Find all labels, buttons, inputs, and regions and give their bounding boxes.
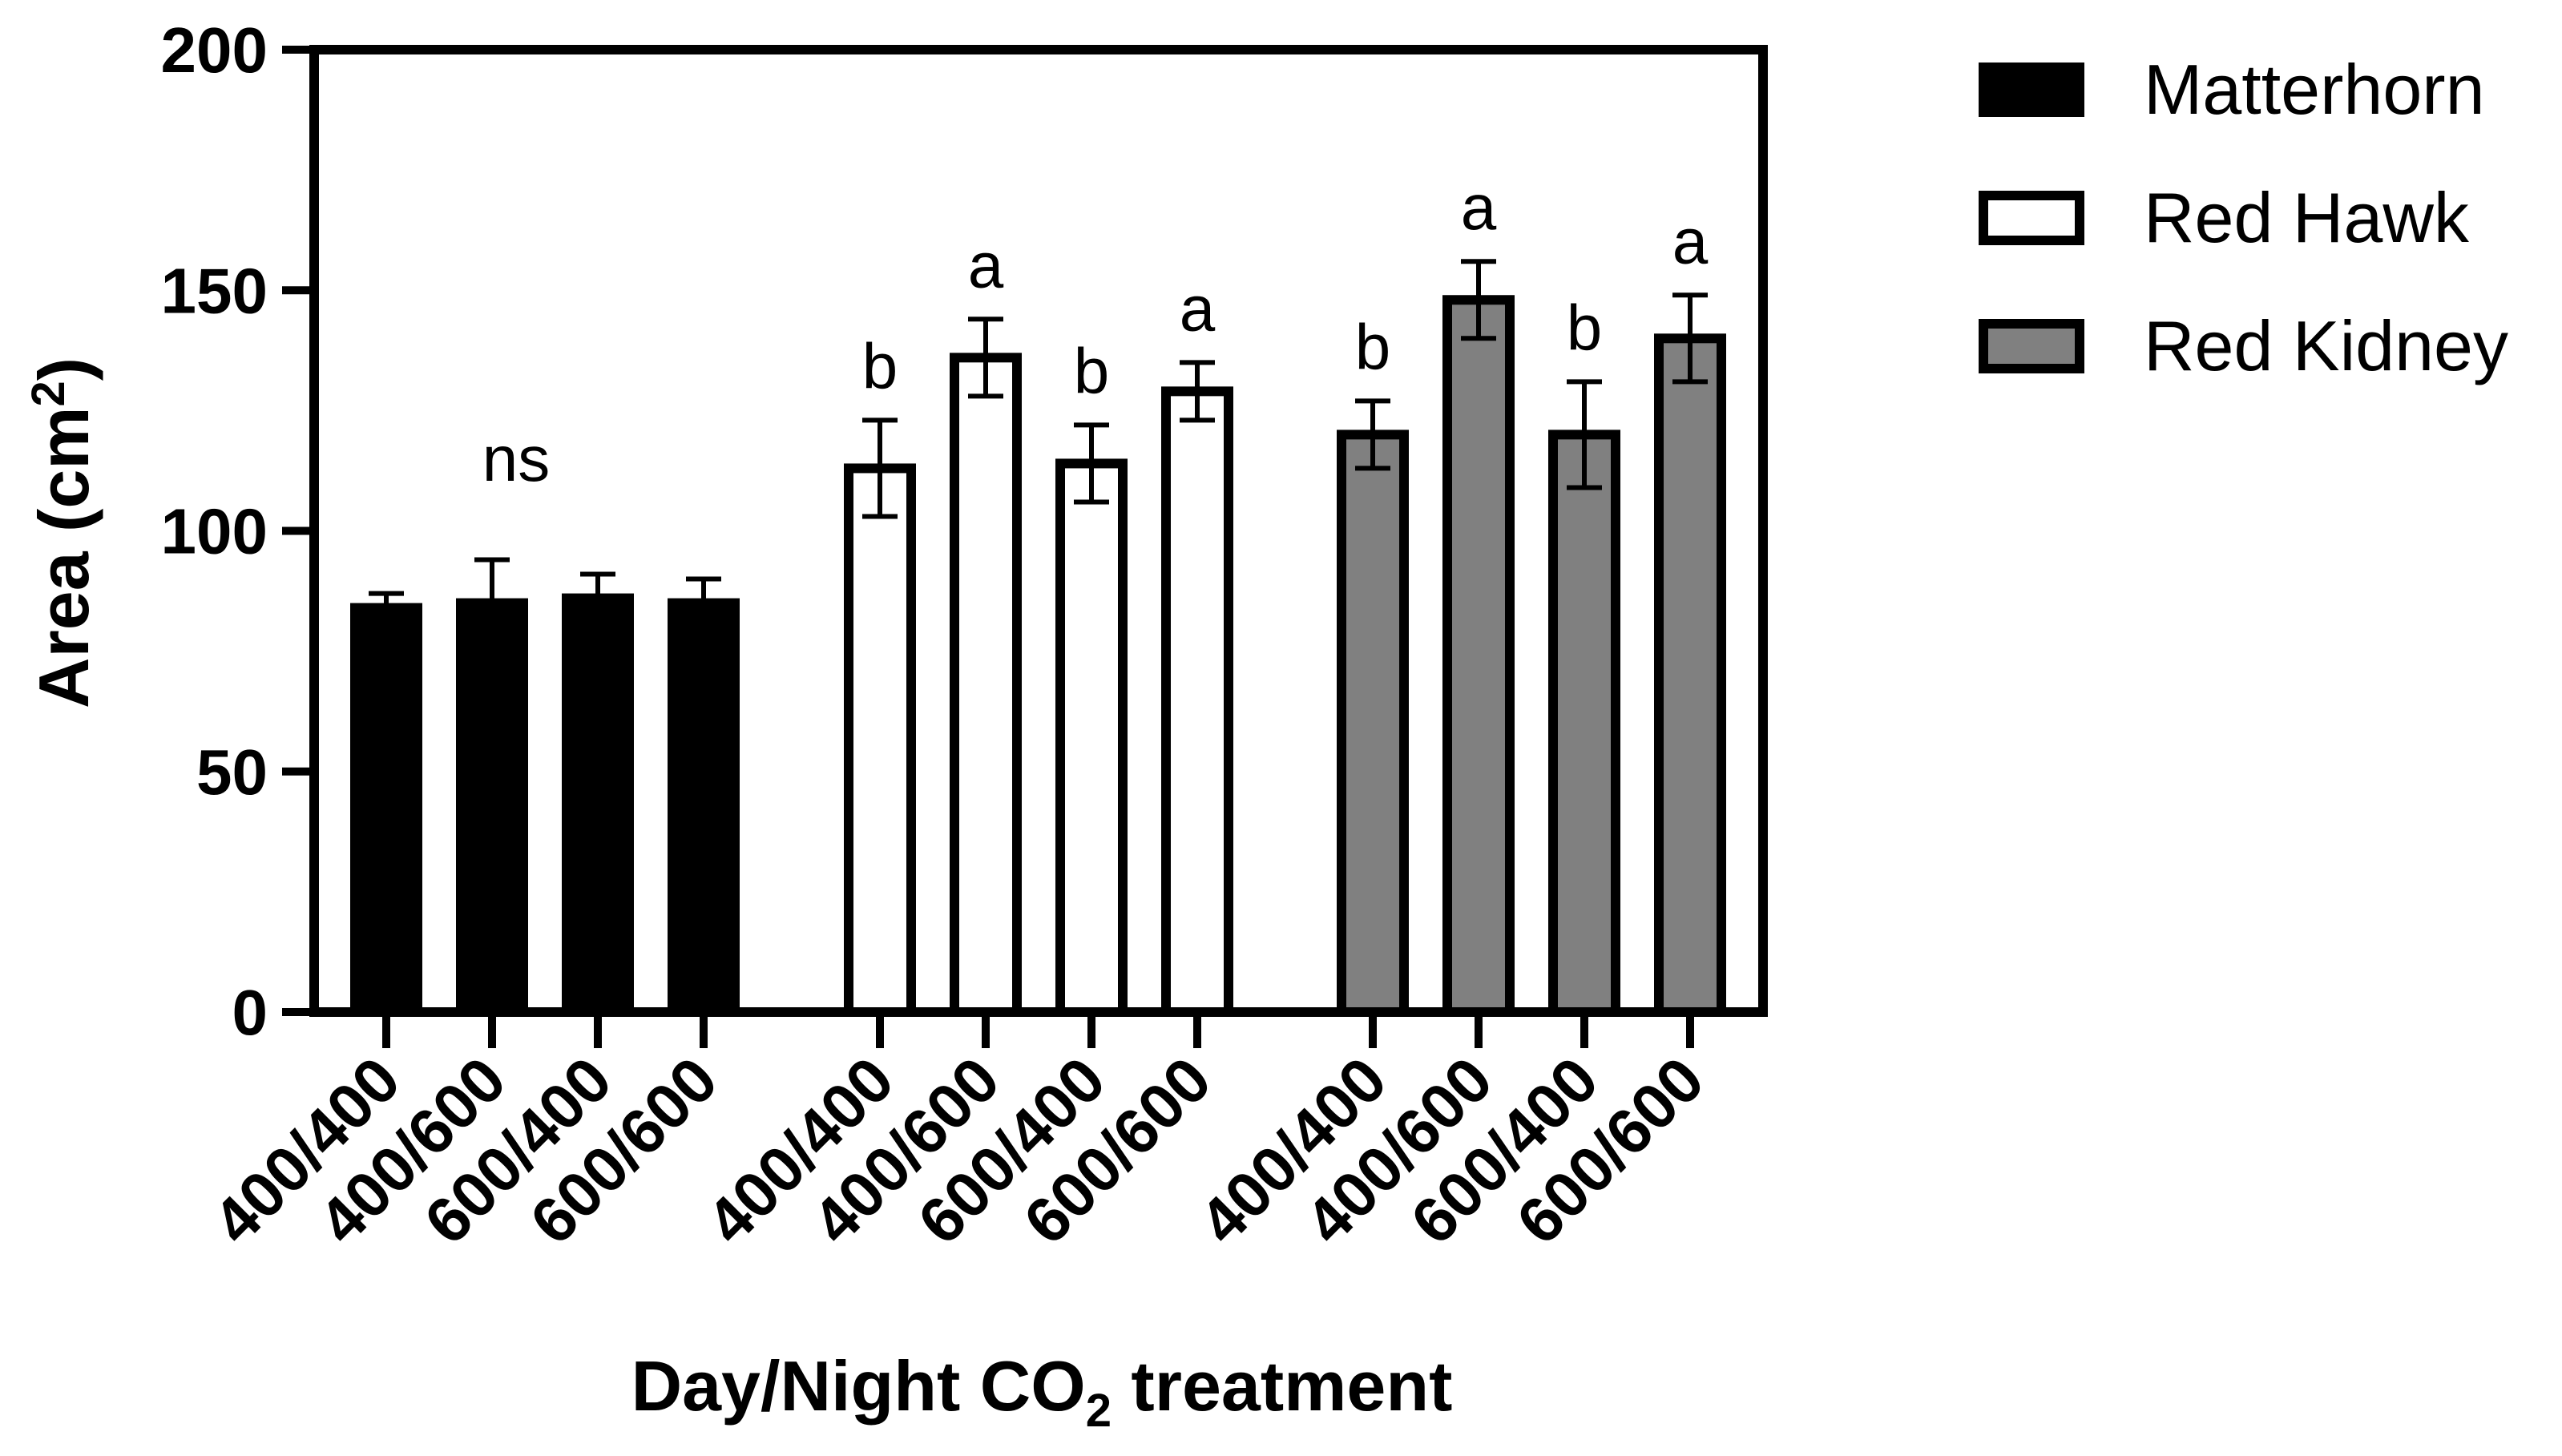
x-axis: 400/400400/600600/400600/600400/400400/6… (200, 1012, 1717, 1258)
x-axis-title-text: Day/Night CO (631, 1346, 1086, 1426)
x-axis-title-suffix: treatment (1112, 1346, 1452, 1426)
bar (350, 603, 422, 1018)
bar (456, 598, 528, 1017)
bar (1548, 430, 1620, 1017)
legend-item: Red Kidney (1979, 306, 2508, 385)
bar (1161, 386, 1233, 1018)
bar (1654, 333, 1726, 1017)
plot-frame (309, 45, 1768, 1017)
legend-label: Matterhorn (2144, 50, 2485, 129)
y-tick-label: 50 (196, 736, 268, 808)
y-tick-label: 0 (232, 977, 268, 1048)
bar (562, 593, 634, 1017)
legend-item: Red Hawk (1979, 178, 2470, 257)
y-axis-title-text: Area (cm (24, 406, 103, 708)
y-axis-title-superscript: 2 (22, 381, 75, 406)
y-tick-label: 100 (161, 496, 268, 567)
significance-letter: a (968, 229, 1004, 300)
significance-letter: b (1567, 292, 1603, 363)
significance-letter: b (1355, 311, 1391, 382)
legend-item: Matterhorn (1979, 50, 2485, 129)
significance-letter: a (1180, 272, 1216, 344)
bar (844, 463, 916, 1017)
group-significance-label: ns (482, 423, 551, 494)
bar (1055, 458, 1128, 1017)
significance-letter: b (1074, 335, 1110, 406)
legend: Matterhorn Red Hawk Red Kidney (1979, 50, 2508, 385)
bar (668, 598, 740, 1017)
bar (1442, 295, 1515, 1017)
legend-label: Red Kidney (2144, 306, 2508, 385)
x-axis-title-subscript: 2 (1086, 1385, 1112, 1437)
x-axis-title: Day/Night CO2 treatment (631, 1346, 1453, 1437)
y-axis-title: Area (cm2) (22, 357, 103, 708)
y-tick-label: 200 (161, 14, 268, 86)
legend-swatch (1979, 63, 2084, 117)
bar (950, 353, 1022, 1017)
plot-border (309, 45, 1768, 1017)
legend-label: Red Hawk (2144, 178, 2470, 257)
legend-swatch (1979, 191, 2084, 245)
bar (1337, 430, 1409, 1017)
significance-letter: a (1672, 205, 1709, 276)
y-tick-label: 150 (161, 255, 268, 326)
bar-group-matterhorn: ns (350, 423, 740, 1018)
significance-letter: b (862, 330, 898, 401)
significance-letter: a (1461, 171, 1497, 243)
legend-swatch (1979, 319, 2084, 373)
axis-titles: Area (cm2)Day/Night CO2 treatment (22, 357, 1452, 1437)
y-axis-title-suffix: ) (24, 357, 103, 381)
y-axis: 0 50 100 150 200 (161, 14, 314, 1048)
